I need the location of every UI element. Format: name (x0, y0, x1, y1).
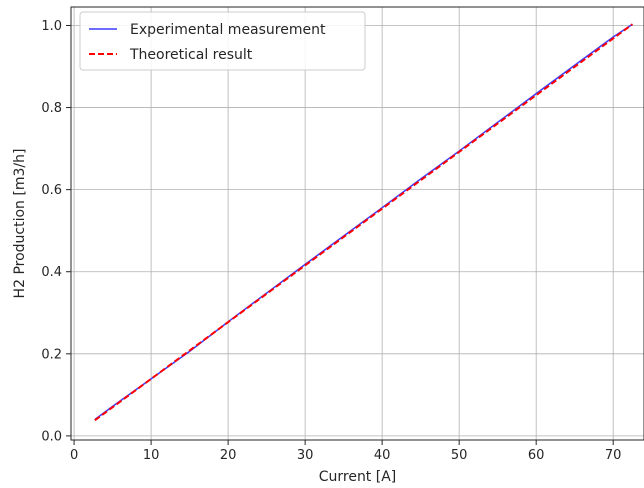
y-tick-label-5: 1.0 (41, 19, 62, 34)
x-tick-label-0: 0 (70, 448, 78, 463)
y-axis-label: H2 Production [m3/h] (12, 149, 28, 299)
ticks: 0 10 20 30 40 50 60 70 0.0 0.2 0.4 0.6 0.8 1.0 (41, 19, 621, 463)
y-tick-label-1: 0.2 (41, 347, 62, 362)
plot-frame (70, 6, 644, 441)
series-layer (94, 23, 634, 422)
x-tick-label-7: 70 (605, 448, 622, 463)
legend-label-experimental: Experimental measurement (130, 22, 326, 38)
legend: Experimental measurement Theoretical res… (79, 11, 366, 71)
x-tick-label-1: 10 (143, 448, 160, 463)
series-line-1 (94, 23, 634, 422)
x-tick-label-3: 30 (297, 448, 314, 463)
y-tick-label-2: 0.4 (41, 265, 62, 280)
y-tick-label-3: 0.6 (41, 183, 62, 198)
x-axis-label: Current [A] (319, 469, 397, 485)
x-tick-label-4: 40 (374, 448, 391, 463)
legend-label-theoretical: Theoretical result (129, 47, 253, 63)
y-tick-label-4: 0.8 (41, 101, 62, 116)
y-tick-label-0: 0.0 (41, 429, 62, 444)
legend-box (79, 11, 366, 71)
x-tick-label-2: 20 (220, 448, 237, 463)
x-tick-label-6: 60 (528, 448, 545, 463)
x-tick-label-5: 50 (451, 448, 468, 463)
